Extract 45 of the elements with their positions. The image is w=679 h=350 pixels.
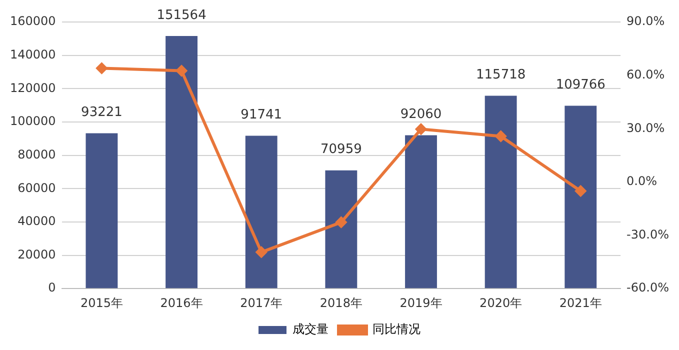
bar <box>564 106 597 288</box>
y-tick-label: 80000 <box>18 147 56 162</box>
legend-label: 同比情况 <box>372 322 420 336</box>
point <box>96 62 108 74</box>
bar <box>86 133 118 288</box>
point <box>495 130 506 142</box>
y2-tick-label: 30.0% <box>626 120 665 135</box>
bar <box>245 136 278 288</box>
y2-tick-label: -30.0% <box>626 227 669 242</box>
point <box>176 65 188 76</box>
y2-tick-label: 60.0% <box>626 67 665 82</box>
legend-label: 成交量 <box>292 322 328 336</box>
y-tick-label: 20000 <box>18 247 56 262</box>
y-tick-label: 60000 <box>18 180 56 195</box>
x-tick-label: 2019年 <box>400 296 442 310</box>
point <box>575 186 586 197</box>
x-tick-label: 2018年 <box>320 296 362 310</box>
y-tick-label: 140000 <box>10 47 56 62</box>
y2-tick-label: 90.0% <box>626 14 665 28</box>
point <box>336 216 347 228</box>
y-tick-label: 160000 <box>10 14 56 28</box>
data-label: 109766 <box>556 78 606 93</box>
data-label: 91741 <box>240 108 282 123</box>
bar <box>484 96 517 288</box>
data-label: 70959 <box>320 142 362 158</box>
y-tick-label: 0 <box>48 280 56 295</box>
bar <box>166 36 198 288</box>
x-tick-label: 2017年 <box>240 296 283 310</box>
x-tick-label: 2020年 <box>480 296 522 310</box>
data-label: 151564 <box>156 8 206 23</box>
data-label: 115718 <box>476 68 526 83</box>
bar <box>325 170 358 288</box>
y-tick-label: 120000 <box>10 80 56 95</box>
y-tick-label: 40000 <box>18 214 56 228</box>
y2-tick-label: 0.0% <box>626 174 658 188</box>
point <box>256 246 267 258</box>
x-tick-label: 2015年 <box>80 296 123 310</box>
data-label: 93221 <box>81 105 122 120</box>
x-tick-label: 2016年 <box>160 296 203 310</box>
bar <box>405 135 437 288</box>
y2-tick-label: -60.0% <box>626 280 669 295</box>
y-tick-label: 100000 <box>10 114 56 128</box>
point <box>416 124 426 135</box>
data-label: 92060 <box>400 107 442 122</box>
x-tick-label: 2021年 <box>559 296 602 310</box>
